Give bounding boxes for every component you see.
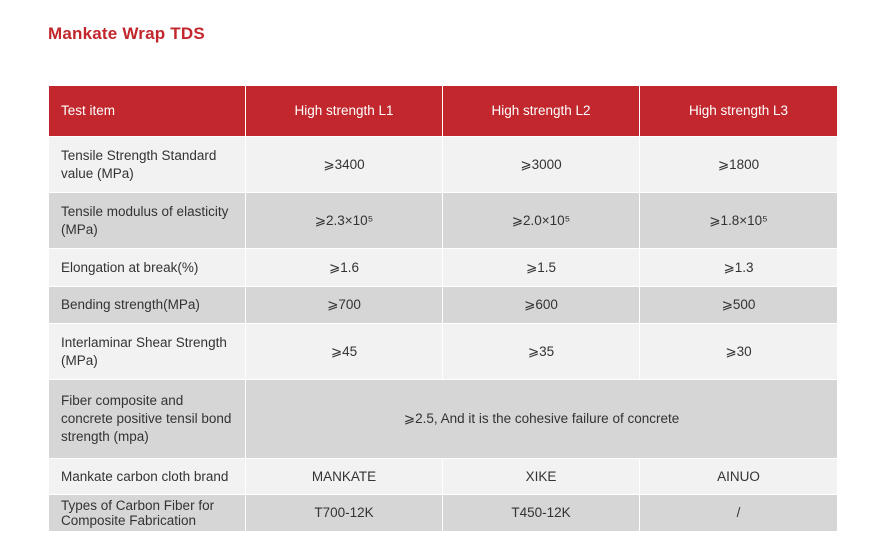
table-row: Mankate carbon cloth brand MANKATE XIKE … bbox=[48, 458, 838, 495]
row-label: Elongation at break(%) bbox=[48, 248, 246, 287]
cell-l3: ⩾1.3 bbox=[639, 248, 838, 287]
cell-l1: ⩾2.3×10⁵ bbox=[245, 192, 443, 249]
cell-l3: / bbox=[639, 494, 838, 532]
cell-l1: ⩾700 bbox=[245, 286, 443, 324]
cell-l2: ⩾1.5 bbox=[442, 248, 640, 287]
cell-l1: ⩾1.6 bbox=[245, 248, 443, 287]
header-test-item: Test item bbox=[48, 85, 246, 137]
row-label: Fiber composite and concrete positive te… bbox=[48, 379, 246, 459]
cell-l2: ⩾2.0×10⁵ bbox=[442, 192, 640, 249]
table-row: Interlaminar Shear Strength (MPa) ⩾45 ⩾3… bbox=[48, 323, 838, 380]
row-label: Tensile modulus of elasticity (MPa) bbox=[48, 192, 246, 249]
row-label: Types of Carbon Fiber for Composite Fabr… bbox=[48, 494, 246, 532]
cell-l3: ⩾1.8×10⁵ bbox=[639, 192, 838, 249]
header-l1: High strength L1 bbox=[245, 85, 443, 137]
table-row: Types of Carbon Fiber for Composite Fabr… bbox=[48, 494, 838, 532]
cell-merged: ⩾2.5, And it is the cohesive failure of … bbox=[245, 379, 838, 459]
cell-l2: ⩾35 bbox=[442, 323, 640, 380]
row-label: Bending strength(MPa) bbox=[48, 286, 246, 324]
cell-l3: AINUO bbox=[639, 458, 838, 495]
cell-l2: XIKE bbox=[442, 458, 640, 495]
cell-l2: ⩾600 bbox=[442, 286, 640, 324]
table-row: Tensile Strength Standard value (MPa) ⩾3… bbox=[48, 136, 838, 193]
cell-l3: ⩾30 bbox=[639, 323, 838, 380]
cell-l1: MANKATE bbox=[245, 458, 443, 495]
row-label: Tensile Strength Standard value (MPa) bbox=[48, 136, 246, 193]
table-row: Elongation at break(%) ⩾1.6 ⩾1.5 ⩾1.3 bbox=[48, 248, 838, 287]
cell-l3: ⩾500 bbox=[639, 286, 838, 324]
table-header-row: Test item High strength L1 High strength… bbox=[48, 85, 838, 137]
cell-l1: ⩾45 bbox=[245, 323, 443, 380]
cell-l1: ⩾3400 bbox=[245, 136, 443, 193]
table-row: Fiber composite and concrete positive te… bbox=[48, 379, 838, 459]
cell-l1: T700-12K bbox=[245, 494, 443, 532]
row-label: Interlaminar Shear Strength (MPa) bbox=[48, 323, 246, 380]
cell-l2: ⩾3000 bbox=[442, 136, 640, 193]
table-row: Bending strength(MPa) ⩾700 ⩾600 ⩾500 bbox=[48, 286, 838, 324]
tds-table: Test item High strength L1 High strength… bbox=[48, 85, 838, 532]
cell-l3: ⩾1800 bbox=[639, 136, 838, 193]
header-l2: High strength L2 bbox=[442, 85, 640, 137]
cell-l2: T450-12K bbox=[442, 494, 640, 532]
row-label: Mankate carbon cloth brand bbox=[48, 458, 246, 495]
page-title: Mankate Wrap TDS bbox=[48, 24, 205, 43]
header-l3: High strength L3 bbox=[639, 85, 838, 137]
table-row: Tensile modulus of elasticity (MPa) ⩾2.3… bbox=[48, 192, 838, 249]
